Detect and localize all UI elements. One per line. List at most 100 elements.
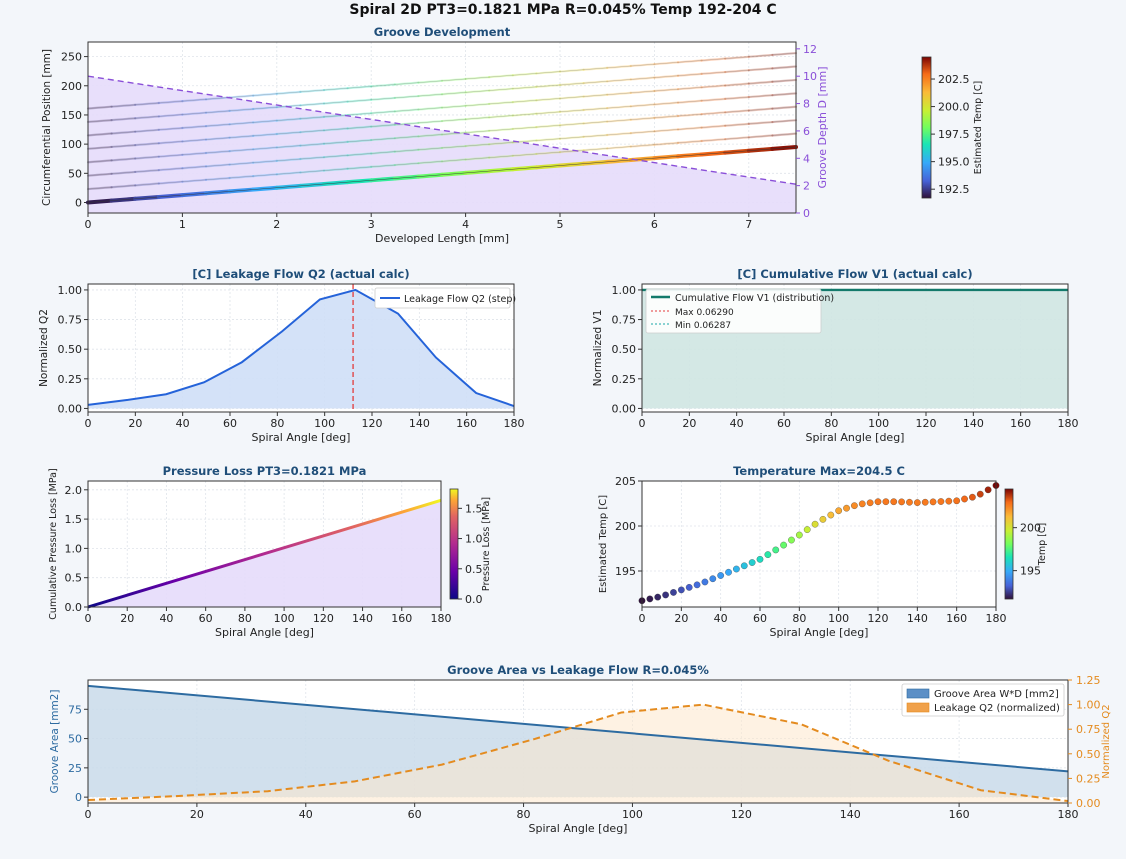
groove-line-segment <box>252 146 278 151</box>
x-tick-label: 60 <box>777 417 791 430</box>
y-tick-label: 0.0 <box>65 601 83 614</box>
groove-line-segment <box>464 143 491 148</box>
groove-line-segment <box>181 111 208 116</box>
groove-line-segment <box>86 132 113 137</box>
groove-line-segment <box>488 74 514 79</box>
x-tick-label: 7 <box>745 218 752 231</box>
x-tick-label: 120 <box>313 612 334 625</box>
groove-line-segment <box>346 138 373 143</box>
groove-line-segment <box>535 124 562 129</box>
x-tick-label: 100 <box>868 417 889 430</box>
groove-line-segment <box>606 132 632 137</box>
colorbar-tick-label: 195.0 <box>938 156 970 169</box>
groove-line-segment <box>747 53 774 58</box>
x-tick-label: 180 <box>504 417 525 430</box>
groove-line-segment <box>110 184 137 189</box>
temp-point <box>984 486 992 494</box>
groove-line-segment <box>653 88 680 93</box>
groove-line-segment <box>346 112 373 117</box>
x-tick-label: 40 <box>159 612 173 625</box>
x-tick-label: 140 <box>840 808 861 821</box>
x-tick-label: 40 <box>176 417 190 430</box>
groove-line-segment <box>346 98 373 103</box>
groove-line-segment <box>724 122 750 127</box>
groove-line-segment <box>676 86 703 91</box>
y-tick-label: 2.0 <box>65 484 83 497</box>
groove-line-segment <box>464 102 491 107</box>
colorbar-tick-label: 200.0 <box>938 101 970 114</box>
colorbar-label: Temp [C] <box>1037 523 1048 566</box>
x-tick-label: 160 <box>946 612 967 625</box>
x-tick-label: 20 <box>682 417 696 430</box>
temp-point <box>827 511 835 519</box>
leak-series-line <box>87 703 1069 803</box>
groove-line-segment <box>700 124 727 129</box>
groove-line-segment <box>488 141 514 146</box>
x-tick-label: 80 <box>792 612 806 625</box>
x-tick-label: 100 <box>828 612 849 625</box>
temp-point <box>725 568 732 576</box>
x-tick-label: 60 <box>199 612 213 625</box>
groove-line-segment <box>464 76 491 81</box>
groove-line-segment <box>629 103 656 108</box>
groove-line-segment <box>204 96 231 101</box>
y-tick-label: 25 <box>68 762 82 775</box>
groove-line-segment <box>676 113 703 118</box>
groove-line-segment <box>606 118 632 123</box>
groove-line-segment <box>488 127 514 132</box>
colorbar-tick-label: 0.5 <box>465 563 483 576</box>
pressure-series-line <box>87 498 442 609</box>
y-tick-label: 150 <box>61 109 82 122</box>
groove-line-segment <box>204 109 231 114</box>
groove-line-segment <box>417 106 444 111</box>
temp-point <box>890 498 898 506</box>
temp-point <box>969 493 976 501</box>
groove-line-segment <box>299 115 326 120</box>
y-tick-label: 205 <box>615 475 636 488</box>
groove-line-segment <box>275 131 302 136</box>
groove-line-segment <box>110 157 137 162</box>
x-tick-label: 1 <box>179 218 186 231</box>
temp-point <box>788 536 795 544</box>
temp-point <box>843 504 850 512</box>
groove-line-segment <box>393 108 420 113</box>
groove-line-segment <box>558 82 585 87</box>
y-tick-label: 100 <box>61 138 82 151</box>
temp-point <box>866 499 874 507</box>
x-tick-label: 80 <box>270 417 284 430</box>
x-tick-label: 120 <box>731 808 752 821</box>
plot-border <box>87 283 515 413</box>
groove-line-segment <box>204 176 231 181</box>
x-tick-label: 100 <box>622 808 643 821</box>
groove-line-segment <box>488 87 514 92</box>
groove-line-segment <box>110 103 137 108</box>
groove-line-segment <box>181 165 208 170</box>
groove-line-segment <box>535 137 562 142</box>
groove-line-segment <box>511 126 538 131</box>
plot-border <box>87 679 1069 804</box>
groove-line-segment <box>535 83 562 88</box>
groove-line-segment <box>181 178 208 183</box>
groove-line-segment <box>86 172 113 177</box>
colorbar-tick-label: 1.5 <box>465 502 483 515</box>
colorbar <box>921 56 932 199</box>
x-tick-label: 140 <box>409 417 430 430</box>
x-tick-label: 180 <box>431 612 452 625</box>
groove-line-segment <box>558 68 585 73</box>
plot-area <box>642 481 996 607</box>
y-axis-label: Normalized V1 <box>592 310 604 387</box>
x-axis-label: Spiral Angle [deg] <box>215 626 314 639</box>
groove-line-segment <box>299 129 326 134</box>
temp-point <box>882 498 890 506</box>
groove-line-segment <box>629 130 656 135</box>
groove-line-segment <box>653 101 680 106</box>
x-tick-label: 0 <box>85 218 92 231</box>
y-tick-label: 0 <box>75 791 82 804</box>
x-tick-label: 180 <box>1058 808 1079 821</box>
groove-line-segment <box>700 138 727 143</box>
groove-line-segment <box>606 78 632 83</box>
y-tick-label: 200 <box>615 520 636 533</box>
figure-suptitle: Spiral 2D PT3=0.1821 MPa R=0.045% Temp 1… <box>349 2 776 18</box>
panel-title: Groove Area vs Leakage Flow R=0.045% <box>447 663 709 677</box>
groove-line-segment <box>110 130 137 135</box>
